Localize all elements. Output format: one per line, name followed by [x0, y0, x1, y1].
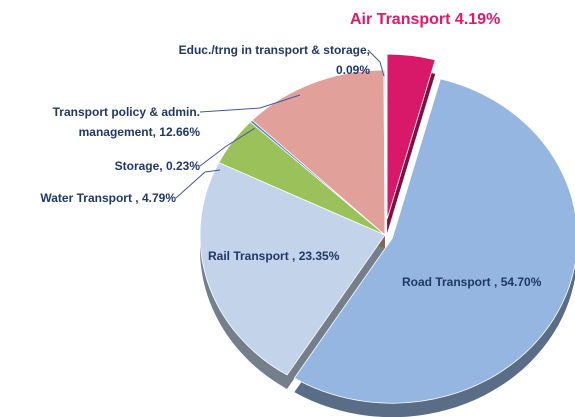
label-name: Educ./trng in transport & storage, — [178, 43, 370, 57]
slice — [386, 53, 436, 220]
label-value: 23.35% — [298, 249, 340, 263]
label-name: Water Transport , — [40, 191, 139, 205]
label-value: 4.79% — [141, 191, 176, 205]
label-value: 54.70% — [500, 275, 542, 289]
label-name: Air Transport — [350, 11, 451, 28]
slice — [199, 162, 386, 376]
leader-line — [367, 49, 385, 77]
slice-label: Educ./trng in transport & storage, 0.09% — [150, 40, 370, 80]
slice-label: Transport policy & admin. management, 12… — [20, 102, 200, 142]
slice-label: Air Transport 4.19% — [350, 10, 570, 30]
leader-line — [175, 169, 221, 199]
slice-label: Road Transport , 54.70% — [402, 272, 572, 292]
slice — [251, 69, 386, 236]
label-name: Storage, — [114, 159, 163, 173]
label-name: Rail Transport , — [208, 249, 296, 263]
leader-line — [199, 94, 301, 113]
slice-label: Water Transport , 4.79% — [0, 188, 176, 208]
label-name: Road Transport , — [402, 275, 498, 289]
label-value: 0.09% — [335, 63, 370, 77]
label-value: 12.66% — [159, 125, 200, 139]
slice — [383, 69, 386, 236]
label-value: 0.23% — [165, 159, 200, 173]
slice-label: Storage, 0.23% — [60, 156, 200, 176]
slice-label: Rail Transport , 23.35% — [208, 246, 378, 266]
slice — [293, 78, 575, 404]
leader-line — [199, 127, 256, 167]
label-name: Transport policy & admin. management, — [52, 105, 200, 139]
label-value: 4.19% — [454, 11, 501, 28]
